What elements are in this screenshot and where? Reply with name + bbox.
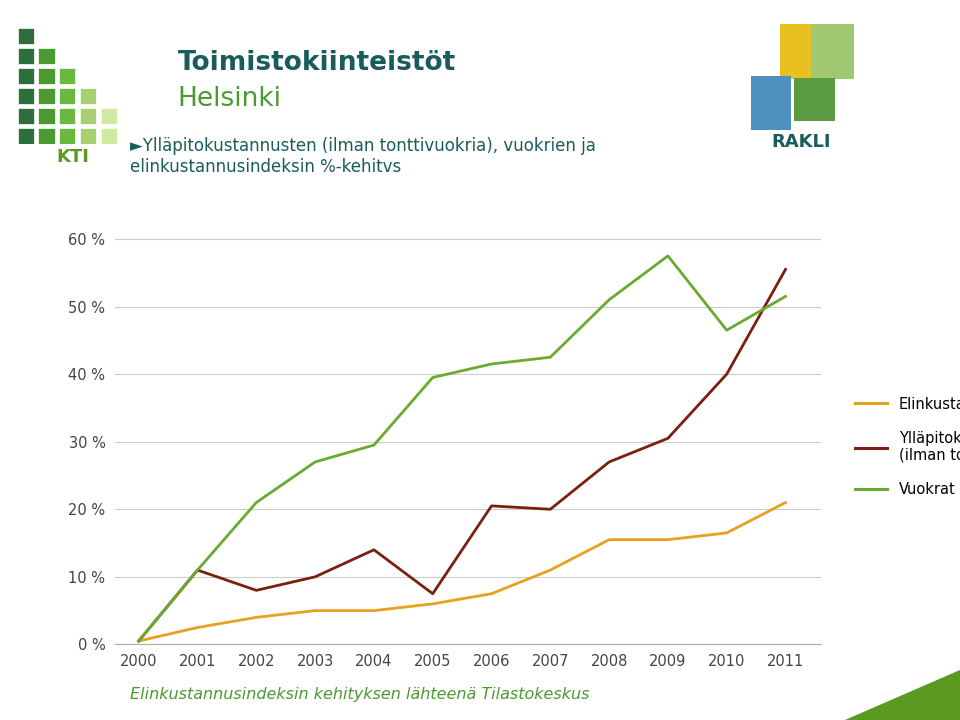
FancyBboxPatch shape xyxy=(101,128,117,144)
FancyBboxPatch shape xyxy=(17,89,34,104)
FancyBboxPatch shape xyxy=(80,128,96,144)
FancyBboxPatch shape xyxy=(38,48,55,63)
FancyBboxPatch shape xyxy=(80,89,96,104)
Polygon shape xyxy=(845,670,960,720)
FancyBboxPatch shape xyxy=(60,68,75,84)
FancyBboxPatch shape xyxy=(38,128,55,144)
FancyBboxPatch shape xyxy=(60,128,75,144)
Bar xyxy=(795,78,835,121)
FancyBboxPatch shape xyxy=(17,28,34,43)
Text: RAKLI: RAKLI xyxy=(772,133,831,151)
Text: elinkustannusindeksin %-kehitvs: elinkustannusindeksin %-kehitvs xyxy=(130,158,401,176)
Text: Elinkustannusindeksin kehityksen lähteenä Tilastokeskus: Elinkustannusindeksin kehityksen lähteen… xyxy=(130,687,589,702)
FancyBboxPatch shape xyxy=(80,108,96,124)
Text: KTI: KTI xyxy=(57,148,89,166)
FancyBboxPatch shape xyxy=(38,89,55,104)
Text: ►Ylläpitokustannusten (ilman tonttivuokria), vuokrien ja: ►Ylläpitokustannusten (ilman tonttivuokr… xyxy=(130,137,595,155)
Text: Toimistokiinteistöt: Toimistokiinteistöt xyxy=(178,50,456,76)
FancyBboxPatch shape xyxy=(17,48,34,63)
Bar xyxy=(810,24,854,79)
Bar xyxy=(751,76,791,130)
FancyBboxPatch shape xyxy=(17,108,34,124)
FancyBboxPatch shape xyxy=(60,108,75,124)
FancyBboxPatch shape xyxy=(60,89,75,104)
Legend: Elinkustannusindeksi, Ylläpitokustannukset
(ilman tonttivuokria), Vuokrat: Elinkustannusindeksi, Ylläpitokustannuks… xyxy=(850,391,960,503)
FancyBboxPatch shape xyxy=(17,128,34,144)
FancyBboxPatch shape xyxy=(17,68,34,84)
Bar xyxy=(780,24,824,79)
FancyBboxPatch shape xyxy=(38,68,55,84)
FancyBboxPatch shape xyxy=(101,108,117,124)
Text: Helsinki: Helsinki xyxy=(178,86,281,112)
FancyBboxPatch shape xyxy=(38,108,55,124)
